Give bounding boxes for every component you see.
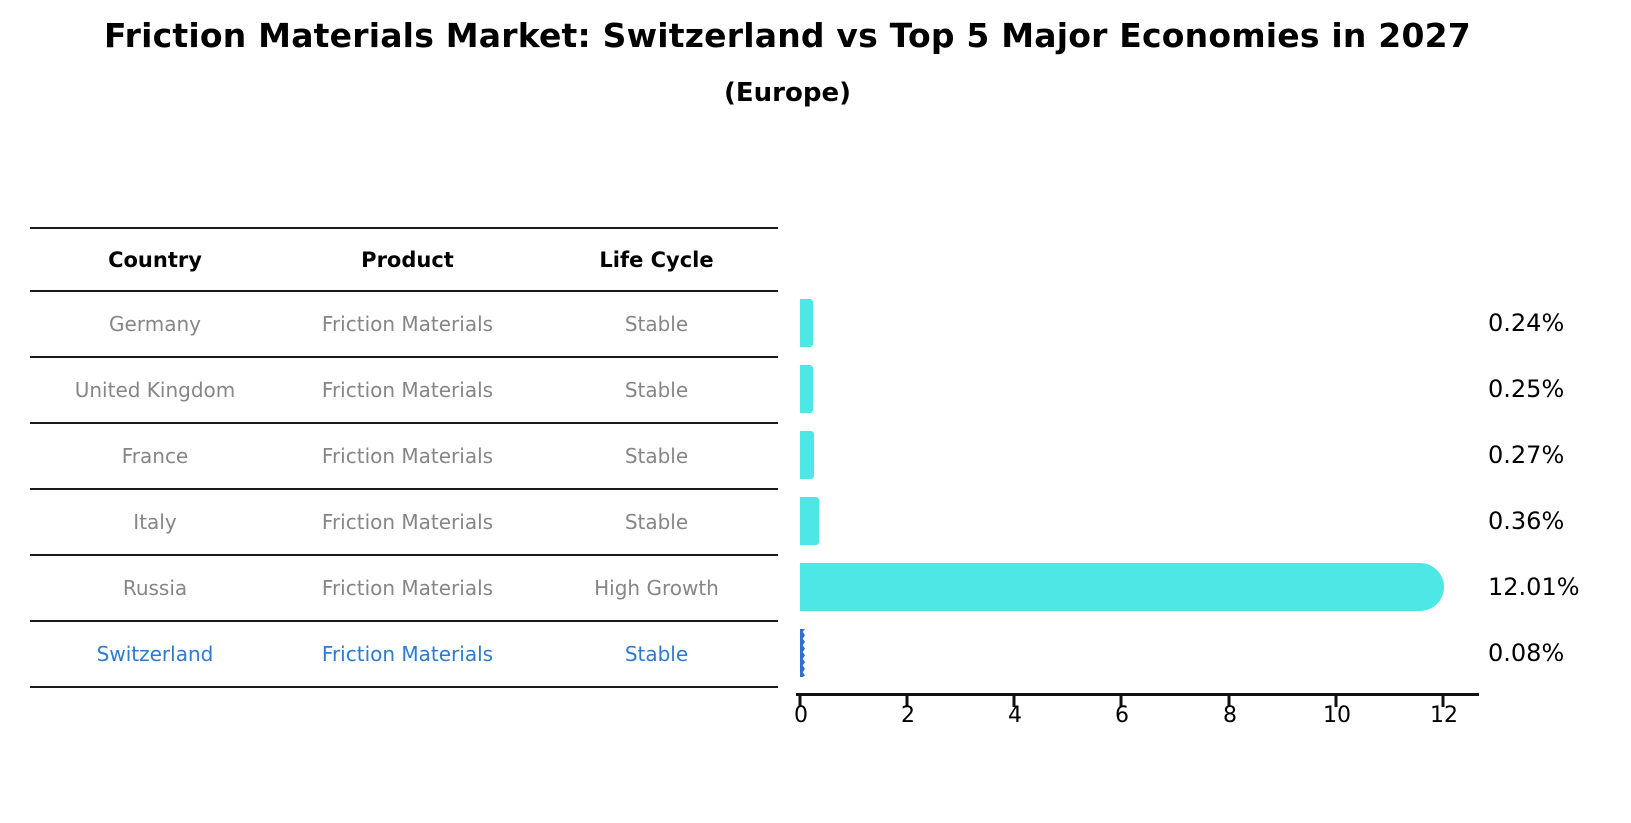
cell-life-cycle: High Growth — [594, 576, 719, 600]
value-label-switzerland: 0.08% — [1488, 639, 1565, 667]
cell-product: Friction Materials — [321, 510, 494, 534]
value-label-united-kingdom: 0.25% — [1488, 375, 1565, 403]
cell-country: United Kingdom — [74, 378, 236, 402]
cell-country: Italy — [133, 510, 177, 534]
table-header-life-cycle: Life Cycle — [599, 247, 714, 272]
bar-germany — [800, 299, 813, 347]
cell-country: Germany — [109, 312, 201, 336]
x-axis-line — [796, 693, 1479, 696]
cell-product: Friction Materials — [321, 642, 494, 666]
x-tick — [1441, 696, 1445, 707]
bar-italy — [800, 497, 820, 545]
page-title: Friction Materials Market: Switzerland v… — [104, 16, 1471, 55]
page-subtitle: (Europe) — [724, 78, 851, 108]
country-table: Country Product Life Cycle Germany Frict… — [30, 227, 778, 688]
x-tick — [1119, 696, 1123, 707]
value-label-russia: 12.01% — [1488, 573, 1580, 601]
x-tick — [798, 696, 802, 707]
x-tick-label: 10 — [1323, 703, 1351, 728]
table-row: Germany Friction Materials Stable — [30, 292, 778, 358]
cell-life-cycle: Stable — [624, 444, 689, 468]
cell-life-cycle: Stable — [624, 378, 689, 402]
x-tick-label: 8 — [1223, 703, 1237, 728]
x-tick — [1012, 696, 1016, 707]
cell-life-cycle: Stable — [624, 642, 689, 666]
x-tick-label: 12 — [1430, 703, 1458, 728]
value-label-france: 0.27% — [1488, 441, 1565, 469]
x-tick — [1334, 696, 1338, 707]
cell-product: Friction Materials — [321, 378, 494, 402]
table-header-country: Country — [108, 247, 202, 272]
x-tick — [905, 696, 909, 707]
x-tick-label: 4 — [1008, 703, 1022, 728]
x-tick-label: 2 — [901, 703, 915, 728]
value-label-italy: 0.36% — [1488, 507, 1565, 535]
x-tick-label: 6 — [1115, 703, 1129, 728]
table-row: United Kingdom Friction Materials Stable — [30, 358, 778, 424]
table-row: Russia Friction Materials High Growth — [30, 556, 778, 622]
cell-country: Switzerland — [96, 642, 214, 666]
cell-life-cycle: Stable — [624, 510, 689, 534]
table-row: Italy Friction Materials Stable — [30, 490, 778, 556]
cell-product: Friction Materials — [321, 444, 494, 468]
x-tick — [1227, 696, 1231, 707]
cell-life-cycle: Stable — [624, 312, 689, 336]
bar-switzerland — [800, 629, 805, 677]
bar-france — [800, 431, 815, 479]
bar-russia — [800, 563, 1444, 611]
x-tick-label: 0 — [794, 703, 808, 728]
value-label-germany: 0.24% — [1488, 309, 1565, 337]
cell-product: Friction Materials — [321, 576, 494, 600]
cell-product: Friction Materials — [321, 312, 494, 336]
cell-country: Russia — [122, 576, 188, 600]
table-header-row: Country Product Life Cycle — [30, 229, 778, 292]
cell-country: France — [121, 444, 189, 468]
bar-united-kingdom — [800, 365, 814, 413]
table-header-product: Product — [361, 247, 454, 272]
table-row-switzerland-highlight: Switzerland Friction Materials Stable — [30, 622, 778, 688]
table-row: France Friction Materials Stable — [30, 424, 778, 490]
